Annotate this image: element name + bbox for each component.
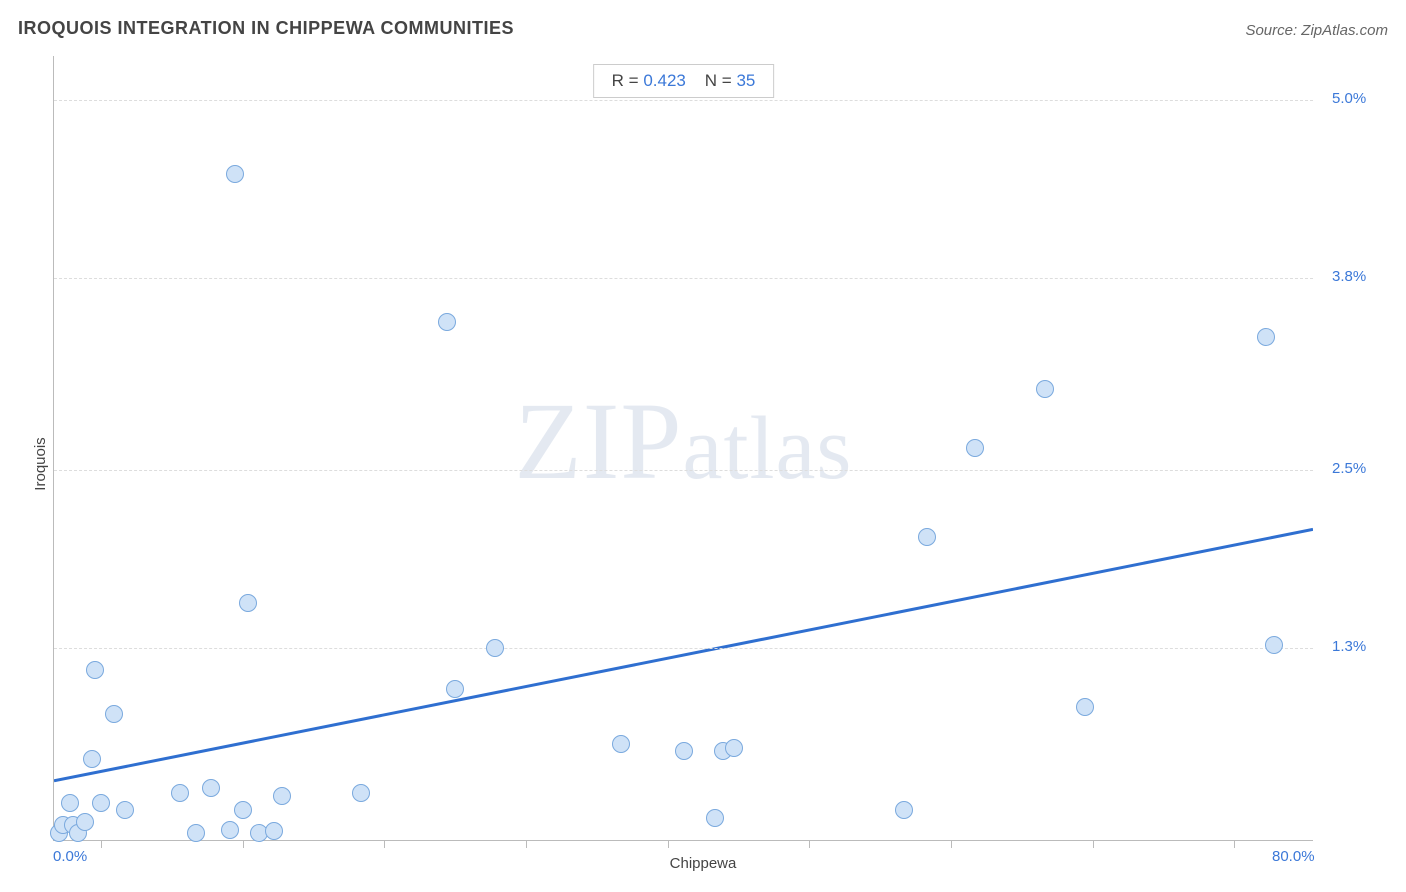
x-minor-tick	[526, 840, 527, 848]
watermark: ZIPatlas	[515, 378, 853, 505]
plot-area: ZIPatlas R = 0.423 N = 35	[53, 56, 1313, 841]
x-tick-label: 0.0%	[53, 848, 87, 865]
x-minor-tick	[668, 840, 669, 848]
y-gridline	[54, 470, 1313, 471]
y-tick-label: 1.3%	[1332, 638, 1366, 655]
scatter-point	[725, 739, 743, 757]
x-minor-tick	[1234, 840, 1235, 848]
scatter-point	[1265, 636, 1283, 654]
scatter-point	[226, 165, 244, 183]
scatter-point	[446, 680, 464, 698]
scatter-point	[918, 528, 936, 546]
chart-title: IROQUOIS INTEGRATION IN CHIPPEWA COMMUNI…	[18, 18, 514, 39]
scatter-point	[265, 822, 283, 840]
n-value: 35	[736, 71, 755, 90]
scatter-point	[273, 787, 291, 805]
n-label: N =	[705, 71, 732, 90]
scatter-point	[486, 639, 504, 657]
y-gridline	[54, 278, 1313, 279]
scatter-point	[171, 784, 189, 802]
scatter-point	[1257, 328, 1275, 346]
scatter-point	[92, 794, 110, 812]
scatter-point	[438, 313, 456, 331]
scatter-point	[61, 794, 79, 812]
x-minor-tick	[951, 840, 952, 848]
scatter-point	[895, 801, 913, 819]
scatter-point	[966, 439, 984, 457]
y-tick-label: 3.8%	[1332, 268, 1366, 285]
scatter-point	[234, 801, 252, 819]
y-gridline	[54, 100, 1313, 101]
scatter-point	[83, 750, 101, 768]
watermark-pre: ZIP	[515, 380, 683, 502]
source-label: Source: ZipAtlas.com	[1245, 22, 1388, 39]
y-tick-label: 5.0%	[1332, 90, 1366, 107]
x-minor-tick	[384, 840, 385, 848]
r-value: 0.423	[643, 71, 686, 90]
y-tick-label: 2.5%	[1332, 460, 1366, 477]
scatter-point	[86, 661, 104, 679]
scatter-point	[706, 809, 724, 827]
x-minor-tick	[809, 840, 810, 848]
x-minor-tick	[1093, 840, 1094, 848]
watermark-post: atlas	[683, 399, 853, 498]
y-gridline	[54, 648, 1313, 649]
scatter-point	[76, 813, 94, 831]
y-axis-label: Iroquois	[32, 437, 49, 490]
scatter-point	[202, 779, 220, 797]
scatter-point	[1076, 698, 1094, 716]
stats-box: R = 0.423 N = 35	[593, 64, 775, 98]
scatter-point	[239, 594, 257, 612]
x-tick-label: 80.0%	[1272, 848, 1315, 865]
scatter-point	[612, 735, 630, 753]
scatter-point	[116, 801, 134, 819]
chart-outer: Iroquois Chippewa ZIPatlas R = 0.423 N =…	[18, 56, 1388, 872]
scatter-point	[352, 784, 370, 802]
scatter-point	[675, 742, 693, 760]
chart-container: IROQUOIS INTEGRATION IN CHIPPEWA COMMUNI…	[0, 0, 1406, 892]
x-axis-label: Chippewa	[670, 855, 737, 872]
scatter-point	[105, 705, 123, 723]
scatter-point	[221, 821, 239, 839]
scatter-point	[1036, 380, 1054, 398]
x-minor-tick	[101, 840, 102, 848]
x-minor-tick	[243, 840, 244, 848]
r-label: R =	[612, 71, 639, 90]
scatter-point	[187, 824, 205, 842]
